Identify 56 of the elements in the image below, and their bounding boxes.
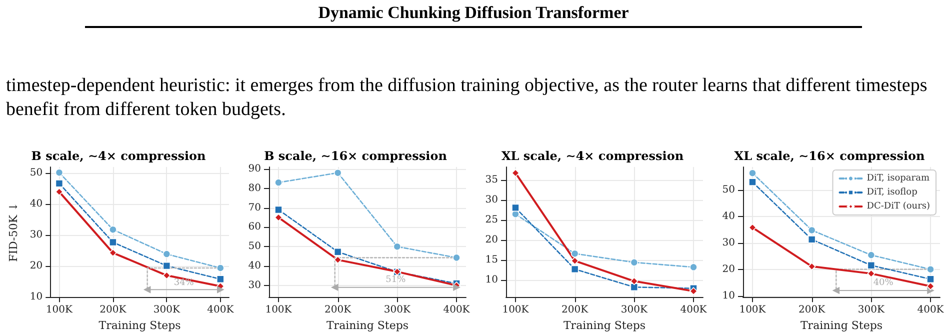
x-tick-label: 400K — [207, 304, 234, 316]
x-tick-label: 100K — [46, 304, 74, 316]
y-tick-label: 40 — [248, 260, 261, 272]
chart-title: XL scale, ∼16× compression — [734, 149, 925, 163]
x-tick-label: 100K — [739, 304, 766, 316]
x-tick-label: 400K — [917, 304, 944, 316]
y-tick-label: 20 — [30, 260, 43, 272]
y-tick-label: 10 — [30, 292, 43, 303]
legend-label: DiT, isoparam — [866, 174, 930, 184]
x-tick-label: 100K — [502, 304, 530, 316]
x-axis-title: Training Steps — [326, 319, 409, 332]
annotation: 34% — [174, 278, 194, 288]
y-tick-label: 50 — [30, 168, 43, 179]
x-tick-label: 300K — [620, 304, 648, 316]
chart-title: B scale, ∼16× compression — [264, 149, 448, 163]
y-tick-label: 30 — [722, 237, 735, 248]
x-tick-label: 200K — [798, 304, 826, 316]
y-tick-label: 30 — [248, 280, 261, 291]
y-tick-label: 25 — [485, 214, 498, 226]
annotation: 51% — [386, 275, 406, 286]
y-tick-label: 40 — [30, 198, 43, 210]
y-tick-label: 70 — [248, 202, 261, 214]
x-tick-label: 100K — [265, 304, 292, 316]
y-axis-title: FID-50K ↓ — [7, 202, 20, 262]
y-tick-label: 20 — [485, 234, 498, 246]
legend-label: DiT, isoflop — [866, 188, 918, 198]
y-tick-label: 30 — [485, 194, 498, 206]
x-tick-label: 200K — [324, 304, 352, 316]
y-tick-label: 30 — [30, 230, 43, 241]
x-tick-label: 400K — [443, 304, 470, 316]
y-tick-label: 80 — [248, 182, 261, 194]
text: timestep-dependent heuristic: it emerges from the diffusion training objective, as the router learns that different timesteps benefit from different token budgets. — [6, 74, 928, 122]
x-tick-label: 300K — [858, 304, 885, 316]
x-tick-label: 200K — [562, 304, 589, 316]
y-tick-label: 10 — [722, 290, 735, 302]
chart-title: XL scale, ∼4× compression — [501, 149, 684, 163]
annotation: 40% — [873, 278, 894, 288]
legend-label: DC-DiT (ours) — [866, 202, 930, 212]
x-axis-title: Training Steps — [800, 319, 883, 332]
y-tick-label: 20 — [722, 264, 735, 275]
y-tick-label: 60 — [248, 222, 261, 233]
y-tick-label: 50 — [248, 241, 261, 252]
x-axis-title: Training Steps — [98, 319, 182, 332]
x-axis-title: Training Steps — [563, 319, 646, 332]
y-tick-label: 10 — [485, 274, 498, 286]
y-tick-label: 15 — [485, 254, 498, 266]
y-tick-label: 40 — [722, 210, 735, 222]
x-tick-label: 300K — [384, 304, 411, 316]
x-tick-label: 400K — [680, 304, 708, 316]
y-tick-label: 50 — [722, 184, 735, 196]
y-tick-label: 90 — [248, 163, 261, 174]
y-tick-label: 35 — [485, 174, 498, 186]
x-tick-label: 200K — [100, 304, 127, 316]
x-tick-label: 300K — [153, 304, 180, 316]
text: Dynamic Chunking Diffusion Transformer — [85, 3, 862, 28]
chart-title: B scale, ∼4× compression — [31, 149, 206, 163]
